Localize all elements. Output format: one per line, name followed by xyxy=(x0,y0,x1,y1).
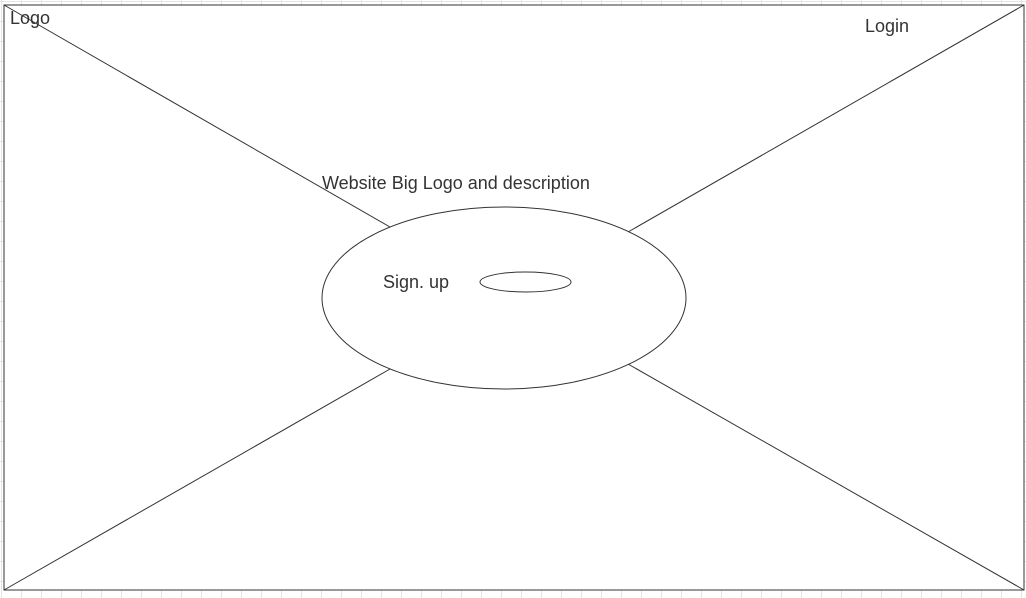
hero-ellipse xyxy=(321,206,687,390)
signup-input-field[interactable] xyxy=(479,271,572,293)
login-link[interactable]: Login xyxy=(865,16,910,36)
placeholder-diagonal-top-left xyxy=(3,4,391,228)
placeholder-diagonal-top-right xyxy=(627,4,1025,233)
logo-label[interactable]: Logo xyxy=(10,8,51,28)
signup-label[interactable]: Sign. up xyxy=(383,272,450,292)
placeholder-diagonal-bottom-right xyxy=(627,363,1025,591)
placeholder-diagonal-bottom-left xyxy=(3,368,391,591)
hero-description: Website Big Logo and description xyxy=(322,173,590,193)
